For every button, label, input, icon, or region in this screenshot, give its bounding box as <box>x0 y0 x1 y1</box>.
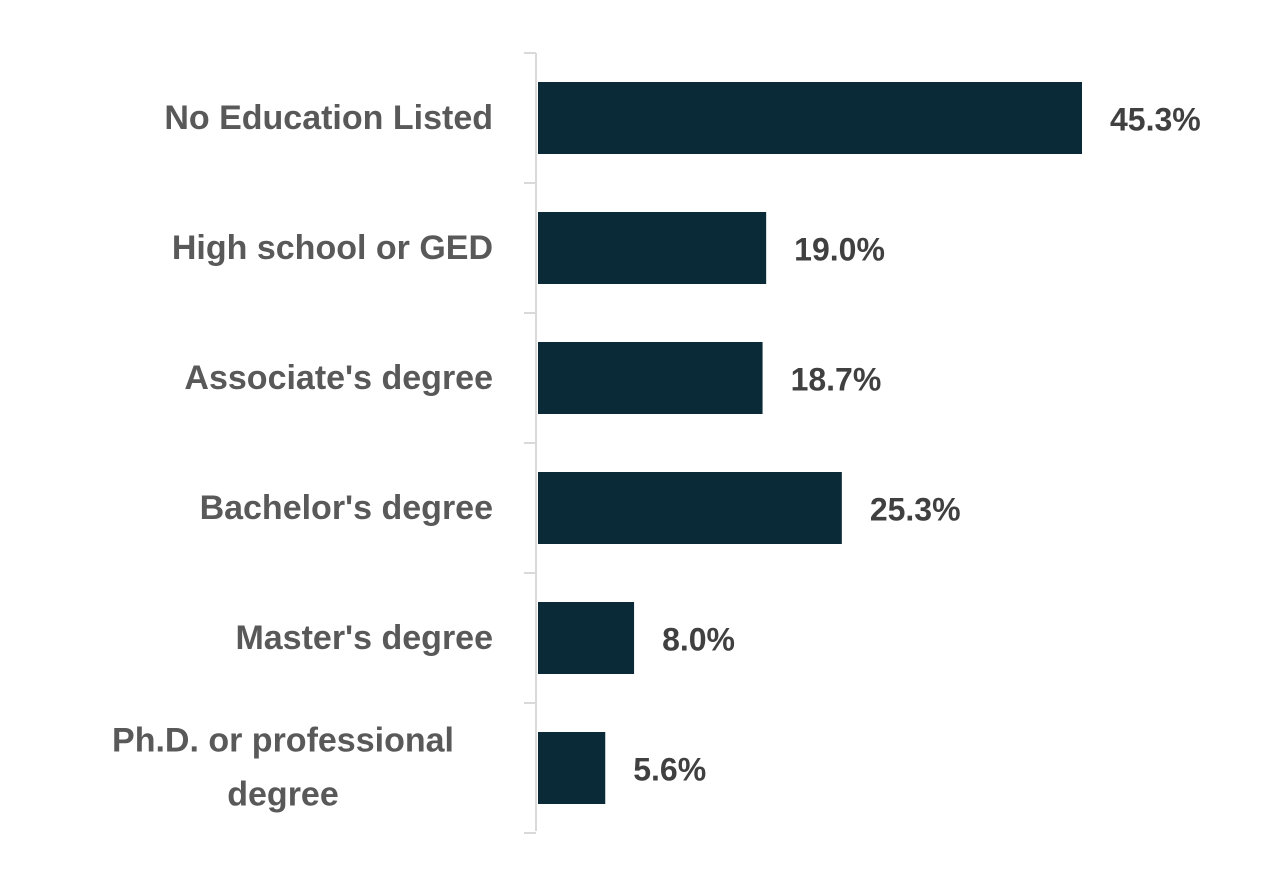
category-text: Associate's degree <box>184 358 493 397</box>
bar <box>538 732 606 804</box>
value-label: 19.0% <box>794 231 885 268</box>
category-label: Associate's degree <box>73 351 493 405</box>
value-label: 25.3% <box>869 491 961 528</box>
category-label: High school or GED <box>73 221 493 275</box>
category-text: Ph.D. or professional degree <box>112 721 454 814</box>
category-text: Bachelor's degree <box>199 488 493 527</box>
category-label: No Education Listed <box>73 91 493 145</box>
bar <box>538 602 635 674</box>
value-label: 18.7% <box>790 361 882 398</box>
value-label: 45.3% <box>1110 101 1201 138</box>
category-label: Master's degree <box>73 611 493 665</box>
category-label: Bachelor's degree <box>73 481 493 535</box>
category-label: Ph.D. or professional degree <box>73 714 493 823</box>
category-text: High school or GED <box>171 228 493 267</box>
category-text: Master's degree <box>235 618 493 657</box>
value-label: 8.0% <box>662 621 735 658</box>
bar <box>538 82 1082 154</box>
bar <box>538 212 767 284</box>
bar <box>538 472 842 544</box>
value-label: 5.6% <box>633 751 707 788</box>
category-text: No Education Listed <box>164 98 493 137</box>
bar <box>538 342 763 414</box>
